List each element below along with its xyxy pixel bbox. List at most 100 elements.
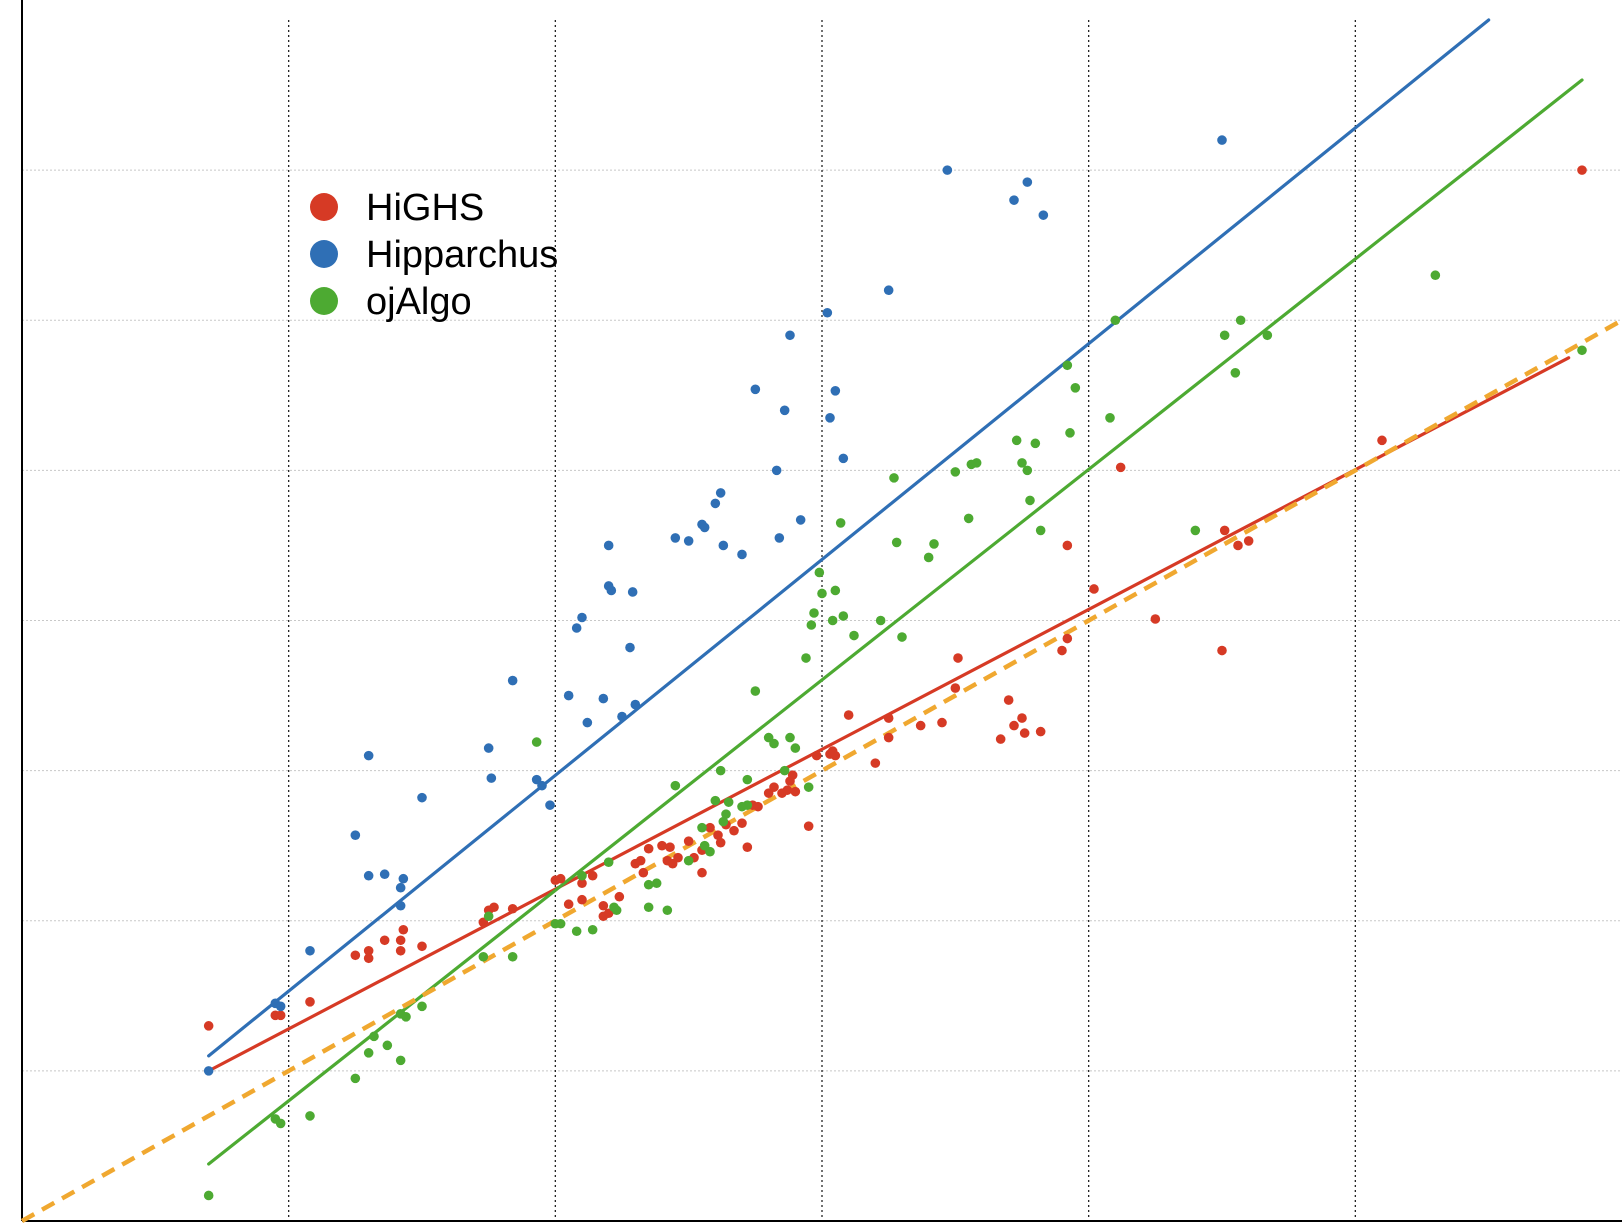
point-hipparchus <box>577 612 587 623</box>
point-highs <box>697 867 707 878</box>
point-highs <box>803 821 814 831</box>
point-highs <box>563 899 574 910</box>
point-hipparchus <box>483 743 494 753</box>
data-points <box>203 135 1587 1201</box>
point-ojalgo <box>715 765 726 776</box>
point-hipparchus <box>737 549 747 560</box>
point-highs <box>1243 536 1254 546</box>
point-hipparchus <box>417 792 427 803</box>
point-ojalgo <box>382 1040 393 1051</box>
point-ojalgo <box>835 518 846 528</box>
point-highs <box>953 653 963 663</box>
point-ojalgo <box>718 816 729 827</box>
point-ojalgo <box>363 1048 374 1058</box>
point-highs <box>883 732 894 743</box>
point-ojalgo <box>891 537 902 548</box>
point-hipparchus <box>1217 135 1227 145</box>
point-hipparchus <box>486 773 497 783</box>
point-highs <box>379 935 390 946</box>
point-ojalgo <box>889 473 899 483</box>
point-hipparchus <box>507 675 518 686</box>
point-highs <box>737 818 747 828</box>
point-highs <box>203 1021 214 1031</box>
point-ojalgo <box>697 822 707 833</box>
legend-marker-ojalgo <box>310 287 338 315</box>
point-hipparchus <box>670 533 681 543</box>
point-ojalgo <box>478 951 489 962</box>
point-highs <box>1017 713 1027 723</box>
point-hipparchus <box>822 307 833 318</box>
point-hipparchus <box>395 900 406 911</box>
point-hipparchus <box>715 488 726 498</box>
point-ojalgo <box>651 878 662 889</box>
point-ojalgo <box>603 857 614 868</box>
point-hipparchus <box>305 945 315 956</box>
point-highs <box>1057 645 1067 656</box>
reference-dashed-line <box>20 318 1624 1223</box>
point-ojalgo <box>1262 330 1273 341</box>
point-ojalgo <box>1219 330 1230 341</box>
point-hipparchus <box>630 699 641 710</box>
point-highs <box>937 717 947 728</box>
point-ojalgo <box>611 905 622 916</box>
point-ojalgo <box>305 1111 315 1121</box>
point-ojalgo <box>683 855 694 866</box>
point-ojalgo <box>555 918 566 929</box>
point-ojalgo <box>275 1118 286 1129</box>
point-ojalgo <box>971 458 982 468</box>
point-highs <box>398 924 409 935</box>
point-ojalgo <box>875 615 886 626</box>
legend-marker-highs <box>310 193 338 221</box>
point-ojalgo <box>742 774 753 785</box>
axes <box>21 0 1622 1222</box>
point-ojalgo <box>643 902 654 913</box>
point-ojalgo <box>1070 383 1081 393</box>
point-highs <box>715 837 726 848</box>
point-ojalgo <box>401 1012 411 1022</box>
point-highs <box>995 734 1006 744</box>
point-highs <box>1089 584 1099 594</box>
point-hipparchus <box>275 1001 286 1012</box>
point-highs <box>555 873 566 884</box>
point-hipparchus <box>617 711 627 722</box>
point-highs <box>395 935 406 946</box>
point-hipparchus <box>582 717 593 728</box>
point-highs <box>1115 462 1126 473</box>
point-ojalgo <box>801 653 811 663</box>
point-ojalgo <box>571 926 582 937</box>
point-hipparchus <box>563 690 574 701</box>
point-ojalgo <box>1577 345 1587 356</box>
point-ojalgo <box>814 567 825 578</box>
point-ojalgo <box>1430 270 1441 281</box>
point-highs <box>657 840 667 851</box>
point-highs <box>787 770 798 780</box>
point-highs <box>350 950 361 961</box>
point-hipparchus <box>603 540 614 551</box>
point-ojalgo <box>1235 315 1246 326</box>
point-ojalgo <box>643 879 654 890</box>
point-highs <box>363 953 374 964</box>
point-ojalgo <box>950 467 961 477</box>
point-ojalgo <box>670 780 681 791</box>
trend-line-hipparchus <box>207 18 1491 1058</box>
point-hipparchus <box>545 800 555 810</box>
point-ojalgo <box>203 1190 214 1201</box>
point-highs <box>713 830 723 840</box>
point-highs <box>1009 720 1019 731</box>
point-highs <box>395 945 406 956</box>
point-hipparchus <box>710 498 721 509</box>
point-hipparchus <box>625 642 635 653</box>
legend-marker-hipparchus <box>310 240 338 268</box>
point-ojalgo <box>1062 360 1073 371</box>
point-ojalgo <box>1030 438 1041 449</box>
point-hipparchus <box>883 285 894 296</box>
point-hipparchus <box>771 465 782 476</box>
point-highs <box>363 945 374 956</box>
point-hipparchus <box>830 386 841 396</box>
point-ojalgo <box>809 608 819 618</box>
point-ojalgo <box>483 911 494 922</box>
point-ojalgo <box>710 795 721 806</box>
point-ojalgo <box>742 800 753 810</box>
point-hipparchus <box>838 453 849 464</box>
